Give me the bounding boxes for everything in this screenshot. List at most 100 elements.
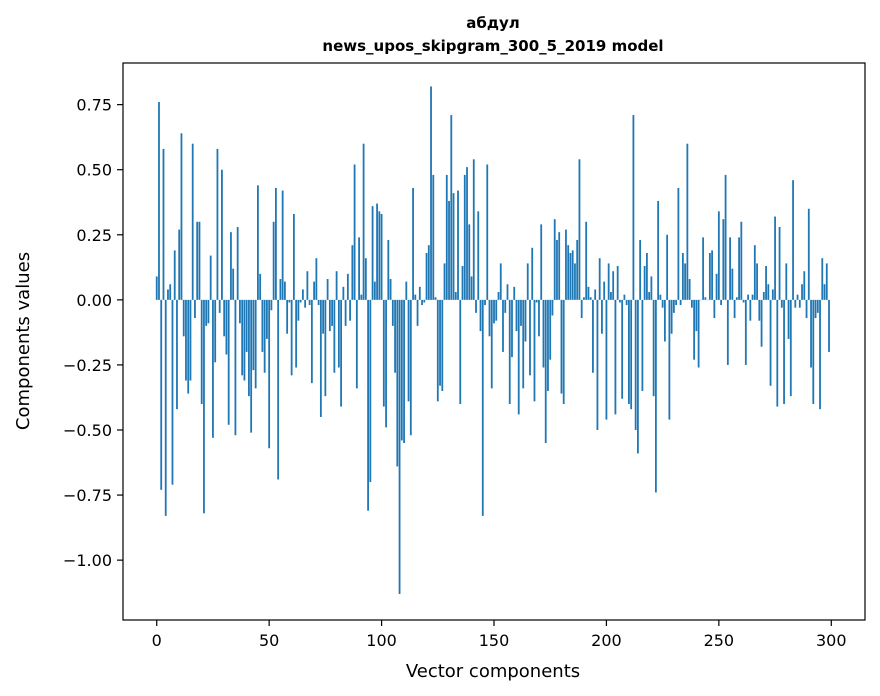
bar-component-244 (704, 297, 707, 300)
bar-component-22 (205, 299, 208, 326)
bar-component-1 (158, 102, 160, 300)
bar-component-174 (547, 299, 549, 391)
bar-component-89 (355, 299, 358, 389)
bar-component-204 (614, 299, 617, 415)
bar-component-282 (789, 299, 792, 397)
y-tick-label: −1.00 (63, 551, 112, 570)
bar-component-283 (792, 180, 794, 300)
bar-component-32 (227, 299, 230, 425)
bar-component-54 (277, 299, 280, 480)
bar-component-230 (672, 299, 675, 313)
x-axis-label: Vector components (406, 661, 580, 682)
bar-component-274 (771, 289, 774, 300)
bar-component-155 (504, 299, 507, 313)
bar-component-289 (805, 299, 808, 319)
bar-component-239 (693, 299, 696, 360)
x-tick-label: 300 (816, 631, 847, 650)
bar-component-187 (576, 239, 579, 300)
bar-component-158 (511, 299, 513, 358)
bar-component-64 (299, 299, 302, 303)
bar-component-225 (661, 299, 664, 308)
bar-component-172 (542, 299, 545, 368)
bar-component-290 (807, 208, 810, 300)
bar-component-140 (470, 276, 473, 300)
bar-component-53 (275, 187, 277, 300)
bar-component-137 (463, 174, 466, 300)
bar-component-61 (292, 213, 295, 300)
bar-component-277 (778, 226, 781, 300)
bar-component-47 (261, 299, 264, 352)
bar-component-285 (796, 294, 799, 300)
bar-component-191 (585, 221, 588, 300)
bar-component-248 (713, 299, 716, 319)
bar-component-243 (702, 237, 705, 300)
bar-component-58 (286, 299, 289, 334)
x-tick-label: 50 (259, 631, 279, 650)
bar-component-170 (538, 299, 540, 337)
bar-component-50 (268, 299, 271, 449)
bar-component-182 (565, 229, 567, 300)
bar-component-177 (553, 219, 556, 300)
bar-component-81 (337, 299, 340, 368)
y-tick-label: −0.50 (63, 421, 112, 440)
bar-component-210 (628, 299, 630, 404)
bar-component-62 (295, 299, 298, 368)
bar-component-67 (306, 271, 309, 300)
bar-component-9 (176, 299, 178, 410)
bar-component-44 (254, 299, 257, 389)
chart-title-line-2: news_upos_skipgram_300_5_2019 model (322, 37, 663, 55)
bar-component-288 (803, 271, 806, 300)
bar-component-39 (243, 299, 246, 381)
bar-component-151 (495, 299, 498, 321)
bar-component-10 (178, 229, 181, 300)
bar-component-163 (522, 299, 525, 389)
bar-component-185 (571, 250, 574, 300)
chart-title-line-1: абдул (466, 14, 519, 32)
bar-component-98 (376, 203, 378, 300)
bar-component-20 (200, 299, 203, 404)
bar-component-286 (798, 299, 801, 308)
bar-component-249 (715, 273, 718, 300)
bar-component-212 (632, 115, 635, 300)
bar-component-232 (677, 187, 680, 300)
bar-component-60 (290, 299, 293, 376)
bar-component-234 (681, 253, 684, 300)
bar-component-27 (216, 148, 219, 300)
bar-component-88 (353, 164, 356, 300)
bar-component-276 (776, 299, 779, 407)
bar-component-235 (684, 263, 687, 300)
bar-component-15 (189, 299, 192, 381)
bar-component-115 (414, 294, 417, 300)
bar-component-135 (459, 299, 462, 404)
bar-component-223 (657, 200, 660, 300)
bar-component-176 (551, 299, 554, 316)
bar-component-268 (758, 299, 761, 321)
bar-component-30 (223, 299, 226, 337)
bar-component-75 (324, 299, 327, 397)
bar-component-270 (762, 292, 765, 300)
bar-component-23 (207, 299, 210, 324)
bar-component-112 (407, 299, 410, 402)
bar-component-236 (686, 143, 689, 300)
bar-component-216 (641, 299, 644, 391)
bar-component-105 (391, 299, 394, 326)
y-tick-label: −0.25 (63, 356, 112, 375)
bar-component-156 (506, 284, 509, 300)
bar-component-91 (360, 294, 363, 300)
bar-component-108 (398, 299, 401, 594)
bar-component-195 (594, 289, 597, 300)
bar-component-165 (526, 263, 529, 300)
bar-component-188 (578, 159, 581, 300)
bar-component-269 (760, 299, 763, 347)
bar-component-161 (517, 299, 520, 415)
x-axis-ticks: 0 50 100 150 200 250 300 (152, 620, 847, 650)
bar-component-220 (650, 276, 653, 300)
bar-component-281 (787, 299, 790, 339)
bar-component-222 (654, 299, 657, 493)
bar-component-6 (169, 284, 172, 300)
y-tick-label: 0.75 (76, 96, 112, 115)
bar-component-293 (814, 299, 817, 319)
bar-component-196 (596, 299, 599, 430)
bar-component-29 (221, 169, 223, 300)
